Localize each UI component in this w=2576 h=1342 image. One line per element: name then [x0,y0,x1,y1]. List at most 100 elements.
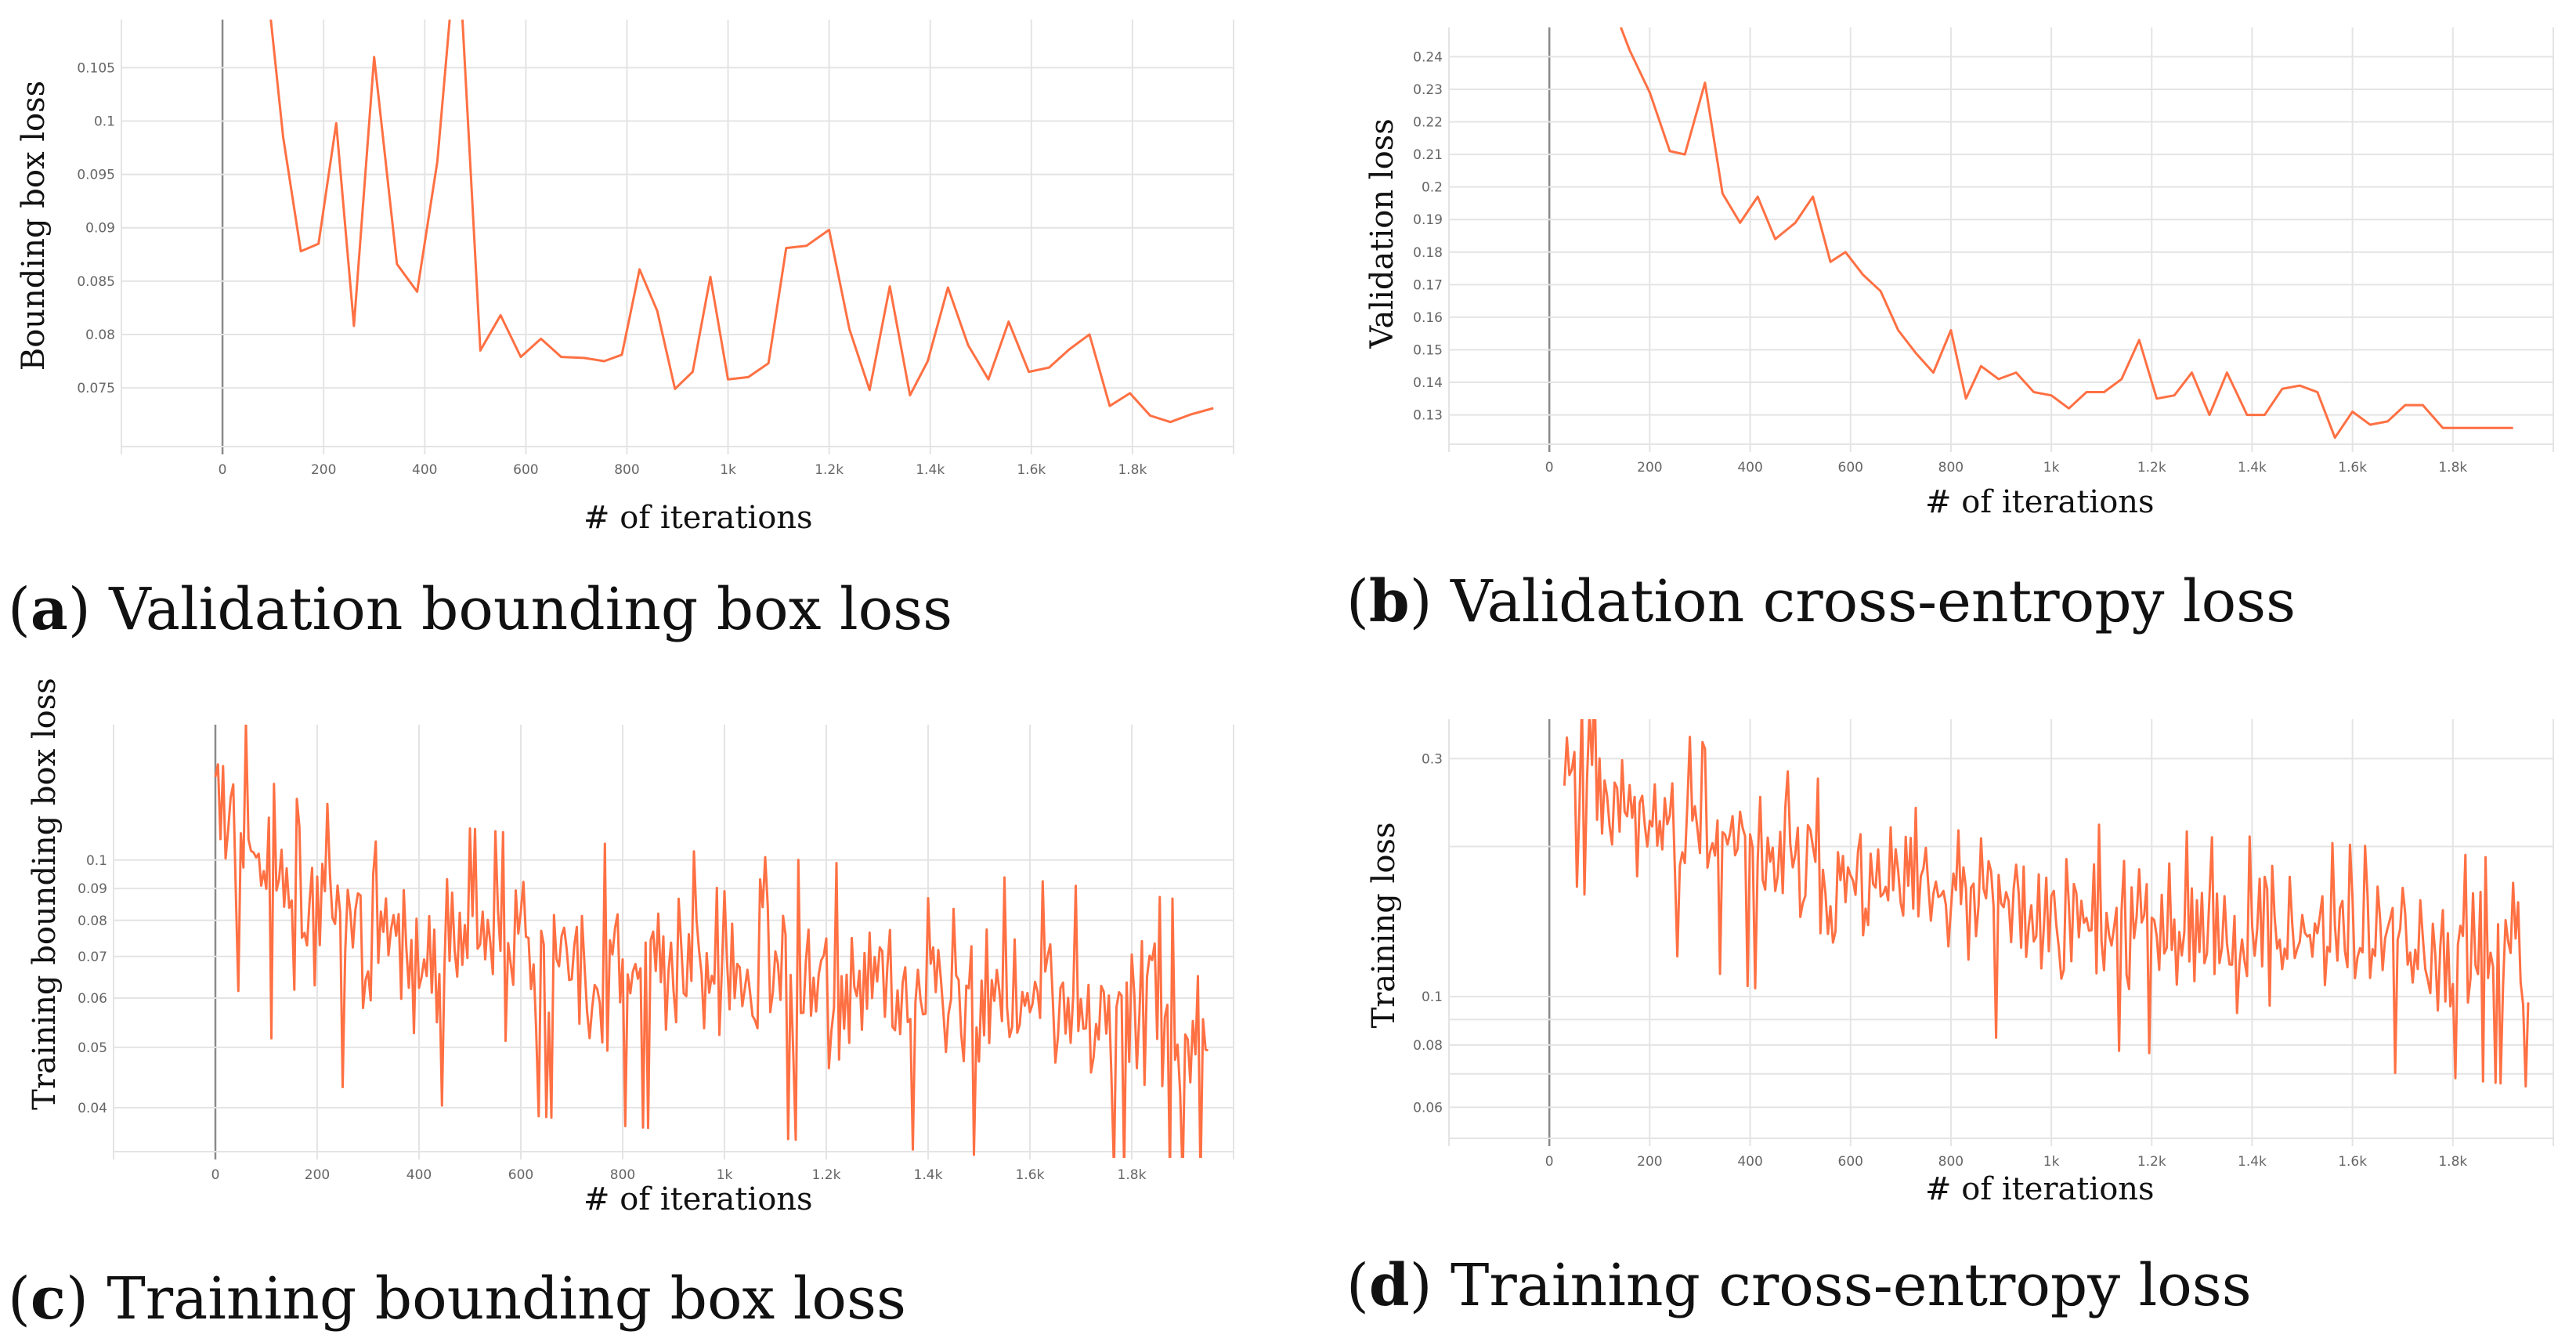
chart-c-ytick-label-4: 0.08 [78,913,107,929]
chart-c-xtick-label-2: 400 [406,1167,432,1183]
chart-a-plot: 0 200 400 600 800 1k 1.2k 1.4k 1.6k 1.8k 0.075 0.08… [77,20,1234,478]
chart-a-xtick-label-7: 1.4k [916,462,945,478]
chart-c-xtick-label-9: 1.8k [1118,1167,1147,1183]
chart-panel-d: 0 200 400 600 800 1k 1.2k 1.4k 1.6k 1.8k 0.06 0.08 0… [1331,689,2576,1342]
chart-b-xlabel: # of iterations [1925,484,2155,520]
chart-c-ytick-label-0: 0.04 [78,1101,107,1116]
chart-c-ylabel: Training bounding box loss [27,678,63,1110]
chart-d-xtick-label-2: 400 [1737,1154,1762,1170]
chart-a-xtick-label-2: 400 [412,462,437,478]
chart-d-xtick-label-8: 1.6k [2338,1154,2367,1170]
chart-c-xtick-label-4: 800 [610,1167,635,1183]
chart-a-xlabel: # of iterations [583,500,813,536]
chart-c-caption-letter: c [30,1265,66,1333]
chart-d-caption-letter: d [1368,1252,1410,1319]
chart-a-xtick-label-1: 200 [311,462,336,478]
chart-c-xtick-label-1: 200 [305,1167,330,1183]
chart-d-ytick-label-2: 0.1 [1422,989,1443,1005]
chart-c-xtick-label-7: 1.4k [914,1167,943,1183]
chart-d-caption: (d) Training cross-entropy loss [1346,1252,2252,1319]
chart-c-xlabel: # of iterations [583,1181,813,1217]
chart-d-ytick-label-0: 0.06 [1413,1100,1443,1116]
chart-c-xtick-label-8: 1.6k [1016,1167,1045,1183]
chart-a-series-line [269,20,1214,424]
chart-b-ytick-label-11: 0.24 [1413,49,1443,65]
chart-b-xtick-label-2: 400 [1737,460,1762,476]
chart-a-ytick-label-6: 0.105 [77,60,115,76]
chart-d-xtick-label-0: 0 [1545,1154,1554,1170]
chart-b-xtick-label-9: 1.8k [2438,460,2467,476]
chart-a-xtick-label-5: 1k [720,462,736,478]
chart-panel-b: 0 200 400 600 800 1k 1.2k 1.4k 1.6k 1.8k 0.13 0.14 0… [1331,0,2576,642]
chart-b-xtick-label-1: 200 [1637,460,1662,476]
chart-a-ytick-label-3: 0.09 [85,221,115,237]
chart-b-ytick-label-1: 0.14 [1413,375,1443,391]
chart-d-xtick-label-7: 1.4k [2238,1154,2267,1170]
chart-b-xtick-label-8: 1.6k [2338,460,2367,476]
chart-panel-a: 0 200 400 600 800 1k 1.2k 1.4k 1.6k 1.8k 0.075 0.08… [0,0,1269,643]
chart-d-ytick-label-1: 0.08 [1413,1038,1443,1054]
chart-panel-c: 0 200 400 600 800 1k 1.2k 1.4k 1.6k 1.8k 0.04 0.05 0… [0,678,1269,1342]
chart-a-ytick-label-4: 0.095 [77,168,115,183]
chart-a-ytick-label-2: 0.085 [77,274,115,290]
chart-b-series-line [1619,27,2513,439]
chart-c-caption: (c) Training bounding box loss [8,1265,906,1333]
chart-d-xtick-label-4: 800 [1938,1154,1964,1170]
chart-b-ytick-label-5: 0.18 [1413,245,1443,261]
chart-c-xtick-label-5: 1k [717,1167,733,1183]
chart-c-xtick-label-3: 600 [508,1167,533,1183]
chart-d-xtick-label-1: 200 [1637,1154,1662,1170]
chart-b-caption: (b) Validation cross-entropy loss [1346,568,2296,635]
chart-b-ytick-label-3: 0.16 [1413,310,1443,326]
chart-d-ylabel: Training loss [1366,822,1402,1029]
chart-a-caption-letter: a [30,576,68,643]
chart-c-ytick-label-6: 0.1 [86,853,107,869]
chart-a-xtick-label-6: 1.2k [815,462,844,478]
chart-a-xtick-label-3: 600 [513,462,538,478]
chart-d-ytick-label-3: 0.3 [1422,751,1443,767]
chart-a-caption: (a) Validation bounding box loss [8,576,953,643]
chart-c-plot: 0 200 400 600 800 1k 1.2k 1.4k 1.6k 1.8k 0.04 0.05 0… [78,725,1234,1183]
chart-c-caption-text: Training bounding box loss [107,1265,906,1333]
chart-d-xtick-label-3: 600 [1838,1154,1863,1170]
chart-b-ytick-label-9: 0.22 [1413,115,1443,131]
chart-d-plot: 0 200 400 600 800 1k 1.2k 1.4k 1.6k 1.8k 0.06 0.08 0… [1413,719,2554,1170]
chart-b-xtick-label-3: 600 [1838,460,1863,476]
chart-d-caption-text: Training cross-entropy loss [1451,1252,2252,1319]
chart-b-ytick-label-6: 0.19 [1413,212,1443,228]
chart-a-ytick-label-1: 0.08 [85,327,115,343]
chart-a-xtick-label-9: 1.8k [1118,462,1147,478]
chart-b-ytick-label-0: 0.13 [1413,408,1443,424]
chart-d-xtick-label-6: 1.2k [2137,1154,2166,1170]
chart-a-caption-text: Validation bounding box loss [109,576,953,643]
chart-c-ytick-label-1: 0.05 [78,1040,107,1056]
chart-b-xtick-label-5: 1k [2043,460,2060,476]
chart-d-xtick-label-9: 1.8k [2438,1154,2467,1170]
chart-c-ytick-label-2: 0.06 [78,991,107,1007]
chart-b-plot: 0 200 400 600 800 1k 1.2k 1.4k 1.6k 1.8k 0.13 0.14 0… [1413,27,2554,476]
chart-c-series-line [214,725,1209,1158]
chart-d-xtick-label-5: 1k [2043,1154,2060,1170]
chart-a-ylabel: Bounding box loss [16,80,52,371]
chart-b-caption-letter: b [1368,568,1410,635]
chart-b-xtick-label-7: 1.4k [2238,460,2267,476]
chart-d-xlabel: # of iterations [1925,1171,2155,1207]
chart-b-ytick-label-4: 0.17 [1413,277,1443,293]
chart-c-ytick-label-5: 0.09 [78,881,107,897]
chart-c-xtick-label-0: 0 [211,1167,220,1183]
chart-b-ylabel: Validation loss [1364,118,1400,349]
chart-d-series-line [1563,719,2530,1088]
chart-a-ytick-label-5: 0.1 [94,114,115,129]
chart-a-xtick-label-4: 800 [614,462,639,478]
chart-a-xtick-label-8: 1.6k [1017,462,1046,478]
chart-b-ytick-label-2: 0.15 [1413,342,1443,358]
chart-b-xtick-label-6: 1.2k [2137,460,2166,476]
chart-b-ytick-label-10: 0.23 [1413,82,1443,98]
chart-b-xtick-label-4: 800 [1938,460,1964,476]
chart-b-ytick-label-7: 0.2 [1422,180,1443,196]
chart-c-xtick-label-6: 1.2k [812,1167,841,1183]
chart-c-ytick-label-3: 0.07 [78,950,107,965]
chart-a-xtick-label-0: 0 [219,462,227,478]
chart-b-caption-text: Validation cross-entropy loss [1451,568,2296,635]
chart-b-xtick-label-0: 0 [1545,460,1554,476]
